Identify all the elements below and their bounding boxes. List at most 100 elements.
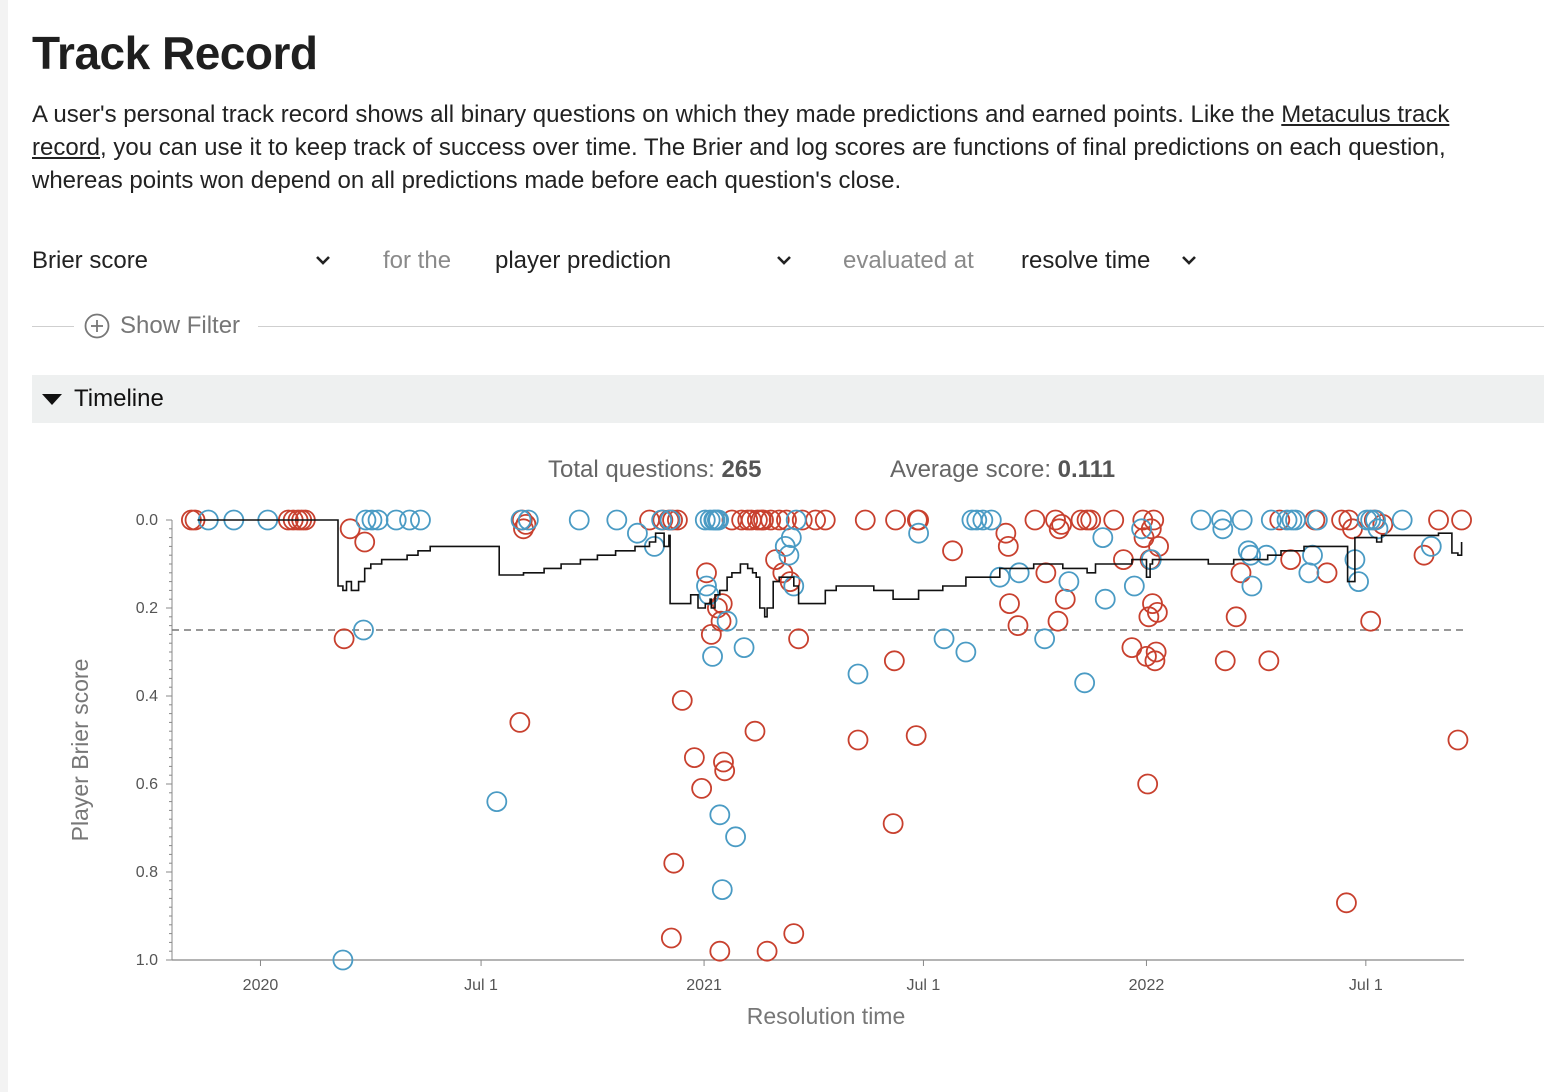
timeline-section-toggle[interactable]: Timeline <box>32 375 1544 423</box>
red-point <box>753 509 774 531</box>
average-score-value: 0.111 <box>1057 456 1116 483</box>
blue-point <box>568 509 590 531</box>
blue-point <box>847 663 869 685</box>
red-point <box>333 628 355 650</box>
blue-point <box>1241 575 1263 597</box>
triangle-down-icon <box>42 393 62 405</box>
red-point <box>1225 606 1247 628</box>
x-tick-label: 2021 <box>686 977 722 994</box>
for-the-label: for the <box>383 247 452 274</box>
y-axis-title: Player Brier score <box>67 659 93 842</box>
left-gutter <box>0 0 8 1092</box>
blue-point <box>1285 509 1306 531</box>
red-point <box>779 571 801 593</box>
red-point <box>339 518 361 540</box>
red-point <box>696 562 717 584</box>
blue-point <box>972 509 994 531</box>
red-point <box>883 650 905 672</box>
blue-point <box>1276 509 1298 531</box>
red-point <box>1451 509 1472 531</box>
plus-circle-icon <box>84 313 110 339</box>
blue-point <box>694 509 716 531</box>
red-point <box>1045 509 1066 531</box>
blue-point <box>332 949 354 971</box>
blue-point <box>725 826 746 848</box>
blue-point <box>606 509 628 531</box>
red-point <box>1035 562 1057 584</box>
red-point <box>1048 518 1070 540</box>
red-point <box>713 751 734 773</box>
blue-point <box>1306 509 1328 531</box>
red-point <box>1148 536 1169 557</box>
x-axis-title: Resolution time <box>747 1003 906 1029</box>
chevron-down-icon <box>1182 256 1196 265</box>
red-point <box>995 522 1017 544</box>
blue-point <box>733 637 755 659</box>
red-point <box>691 777 713 799</box>
y-tick-label: 0.4 <box>136 688 158 705</box>
time-select[interactable]: resolve time <box>1021 238 1198 284</box>
brier-timeline-chart: 0.0 0.2 0.4 0.6 0.8 1.0 2020 Jul 1 2021 Jul 1 2022… <box>67 509 1472 1029</box>
blue-point <box>410 509 431 531</box>
y-tick-label: 0.6 <box>136 776 158 793</box>
red-point <box>1007 615 1029 637</box>
red-point <box>908 509 929 531</box>
metric-select[interactable]: Brier score <box>32 238 332 284</box>
red-point <box>756 940 778 962</box>
blue-point <box>399 509 420 531</box>
prediction-select[interactable]: player prediction <box>495 238 793 284</box>
y-tick-label: 1.0 <box>136 952 158 969</box>
time-select-value: resolve time <box>1021 247 1151 274</box>
filter-divider-left <box>32 326 74 327</box>
show-filter-button[interactable]: Show Filter <box>80 310 245 342</box>
total-questions: Total questions: 265 <box>548 456 761 484</box>
blue-point <box>510 509 532 531</box>
metaculus-track-record-link[interactable]: Metaculus track record <box>32 101 1450 161</box>
blue-point <box>908 522 929 544</box>
chevron-down-icon <box>777 256 791 265</box>
blue-point <box>1131 518 1153 540</box>
blue-point <box>1008 562 1030 584</box>
red-point <box>710 610 732 632</box>
blue-point <box>1298 562 1320 584</box>
blue-point <box>955 641 977 663</box>
blue-point <box>1391 509 1413 531</box>
blue-point <box>1034 628 1056 650</box>
red-point <box>847 729 869 751</box>
blue-point <box>1302 544 1323 566</box>
red-point <box>1103 509 1125 531</box>
red-point <box>783 923 805 945</box>
blue-point <box>1365 509 1386 531</box>
page-title: Track Record <box>32 27 318 79</box>
blue-point <box>1074 672 1096 694</box>
chevron-down-icon <box>316 256 330 265</box>
red-point <box>1360 610 1382 632</box>
blue-point <box>980 509 1002 531</box>
blue-point <box>1367 518 1389 540</box>
red-point <box>1070 509 1092 531</box>
red-point <box>1447 729 1469 751</box>
red-point <box>905 725 927 747</box>
blue-point <box>709 804 731 826</box>
blue-point <box>702 645 723 667</box>
y-tick-label: 0.8 <box>136 864 158 881</box>
blue-point <box>1092 527 1114 548</box>
prediction-select-value: player prediction <box>495 247 672 274</box>
blue-point <box>1212 518 1234 540</box>
x-tick-label: Jul 1 <box>464 977 498 994</box>
red-point <box>997 536 1019 557</box>
red-point <box>1428 509 1449 531</box>
intro-text-2: , you can use it to keep track of succes… <box>32 134 1446 194</box>
red-point <box>714 760 736 782</box>
red-point <box>791 509 813 531</box>
blue-point <box>385 509 407 531</box>
total-questions-value: 265 <box>721 456 762 483</box>
red-point <box>671 689 693 711</box>
red-point <box>667 509 688 531</box>
blue-point <box>486 791 508 813</box>
red-point <box>1080 509 1102 531</box>
red-point <box>1051 514 1073 535</box>
red-point <box>744 720 766 742</box>
red-point <box>1054 588 1076 610</box>
blue-point <box>785 509 807 531</box>
